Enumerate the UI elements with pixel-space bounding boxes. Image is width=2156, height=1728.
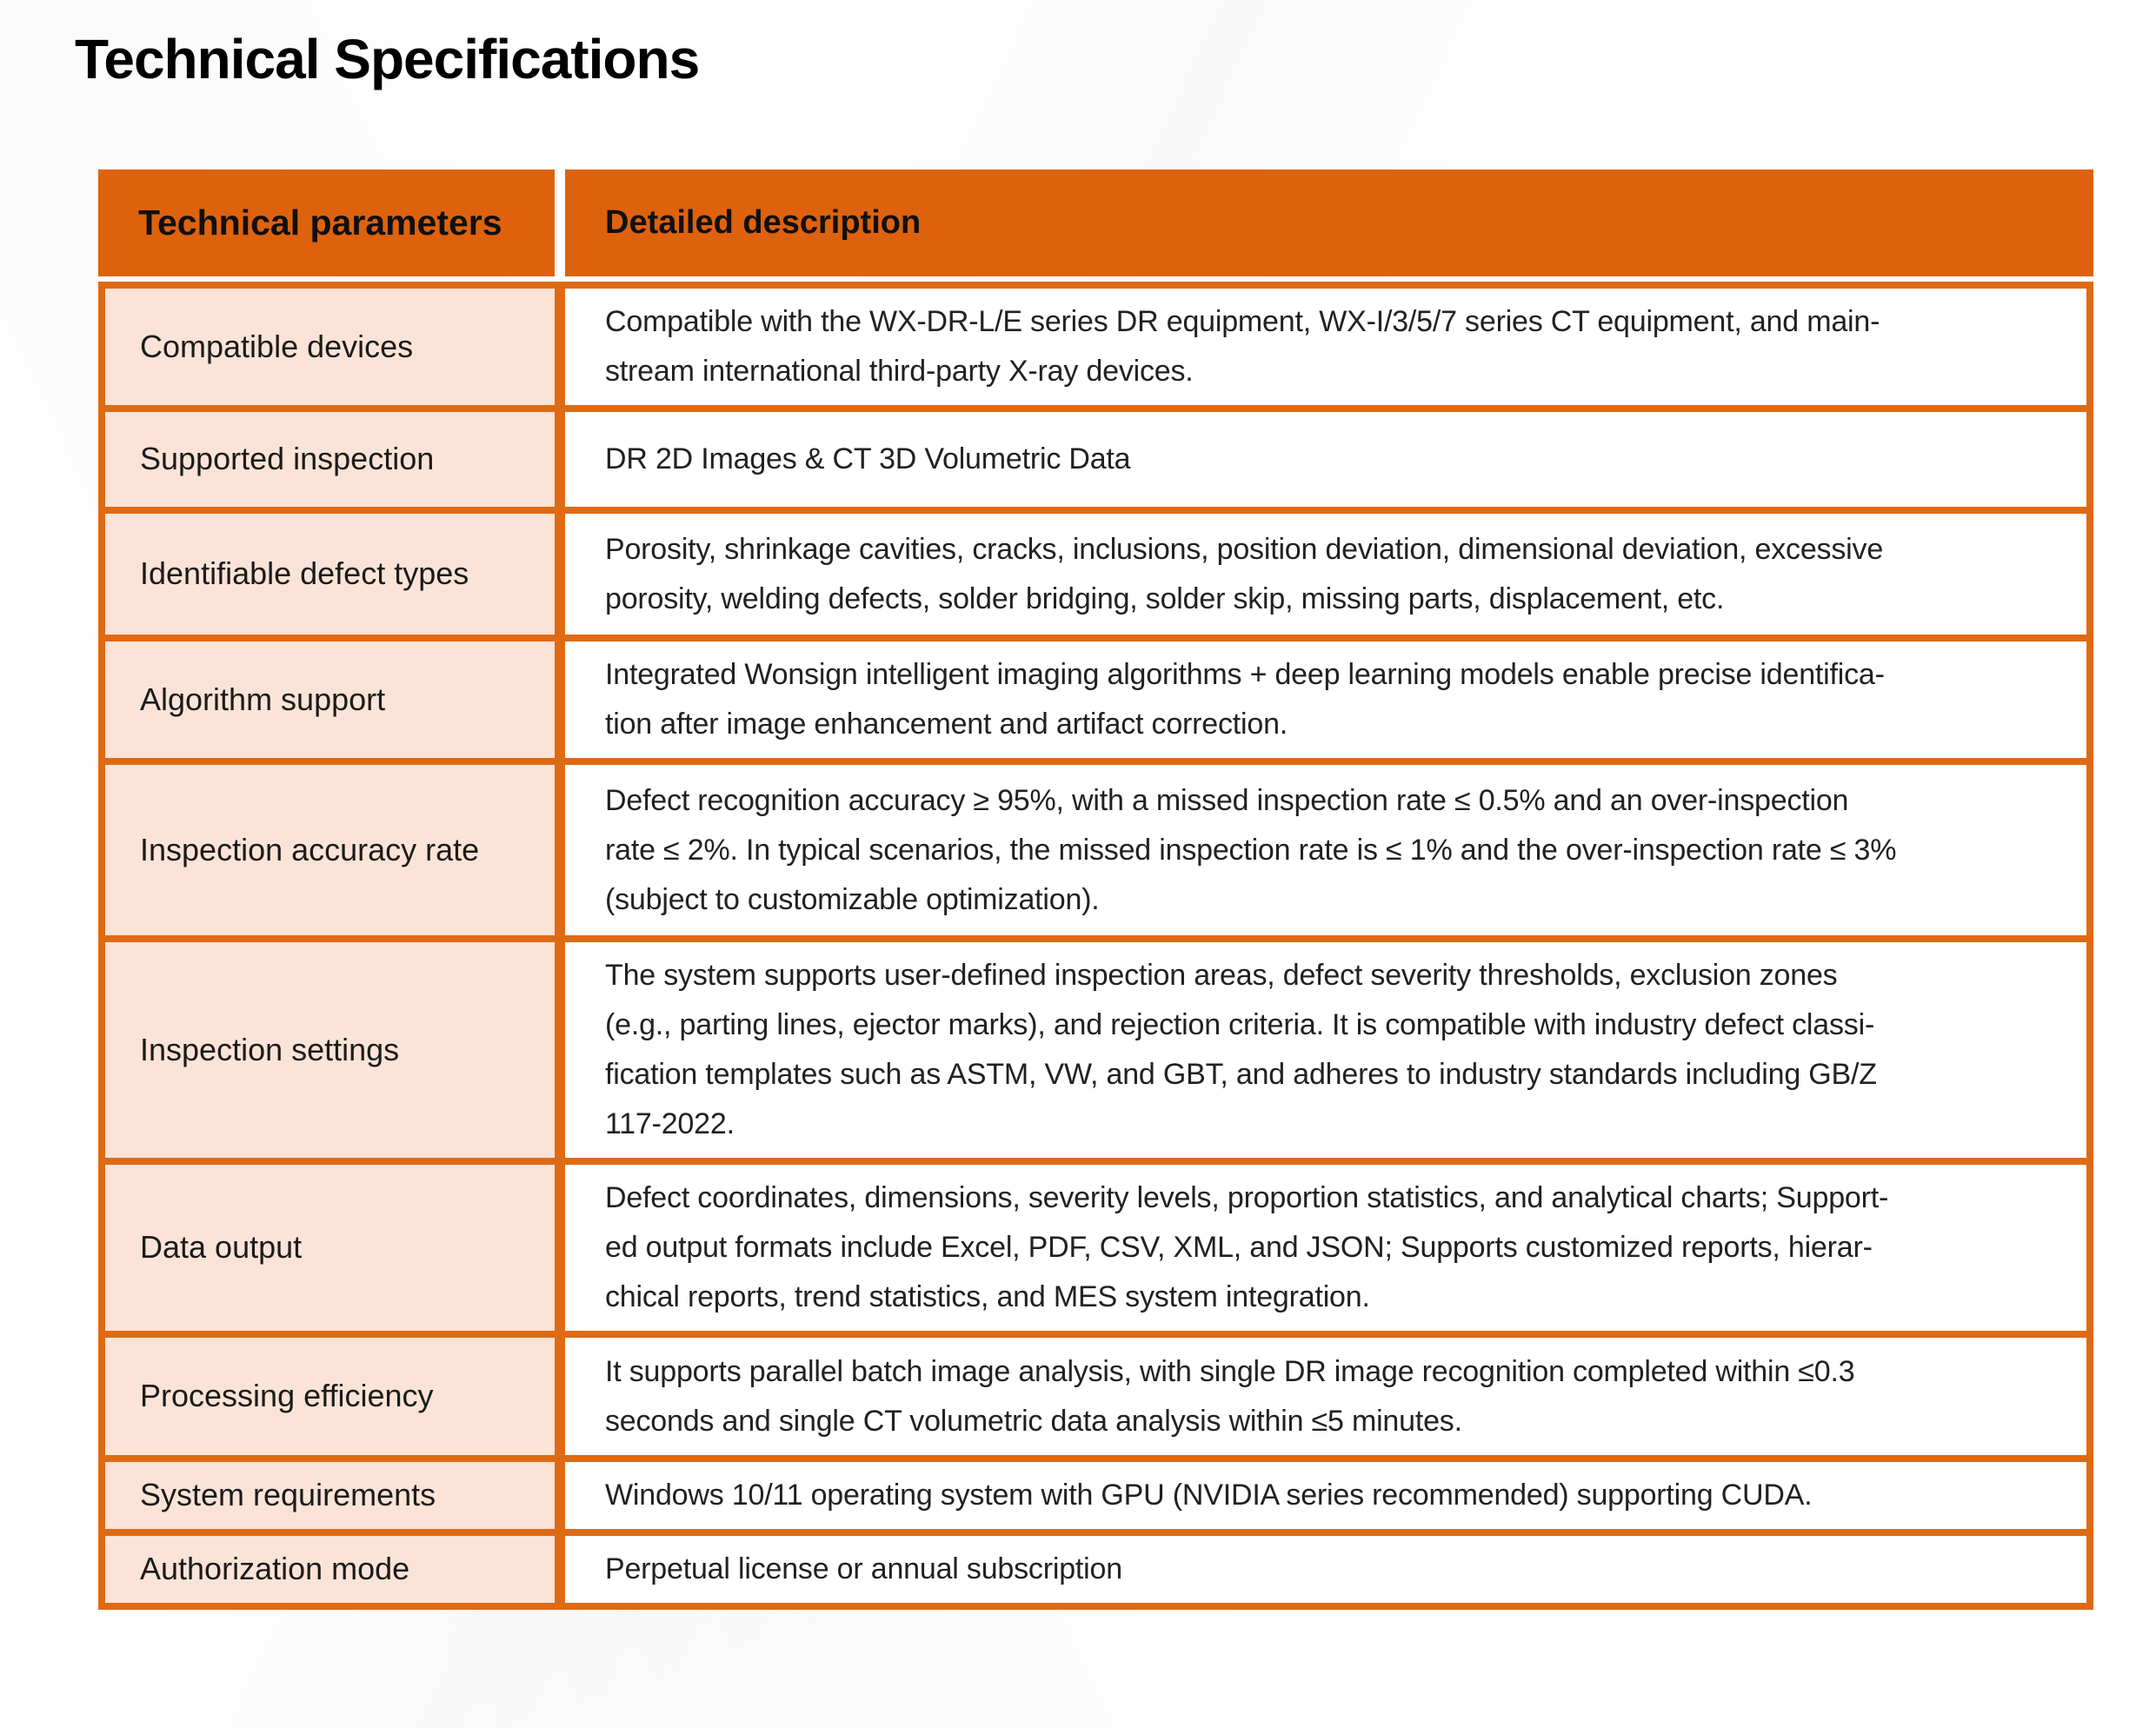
table-body: Compatible devices Compatible with the W…	[98, 282, 2093, 1610]
table-row: Data output Defect coordinates, dimensio…	[105, 1158, 2086, 1331]
param-cell: Inspection accuracy rate	[105, 765, 565, 935]
table-row: Inspection accuracy rate Defect recognit…	[105, 758, 2086, 935]
table-row: Supported inspection DR 2D Images & CT 3…	[105, 405, 2086, 507]
description-cell: Porosity, shrinkage cavities, cracks, in…	[605, 532, 1884, 615]
param-cell: Inspection settings	[105, 942, 565, 1158]
param-cell: System requirements	[105, 1462, 565, 1529]
table-row: Inspection settings The system supports …	[105, 935, 2086, 1158]
param-cell: Compatible devices	[105, 289, 565, 405]
description-cell: It supports parallel batch image analysi…	[605, 1354, 1855, 1438]
param-cell: Data output	[105, 1165, 565, 1331]
table-row: Compatible devices Compatible with the W…	[105, 289, 2086, 405]
table-row: Authorization mode Perpetual license or …	[105, 1529, 2086, 1603]
table-row: Identifiable defect types Porosity, shri…	[105, 507, 2086, 635]
description-cell: Compatible with the WX-DR-L/E series DR …	[605, 305, 1880, 388]
description-cell: The system supports user-defined inspect…	[605, 959, 1877, 1140]
page-title: Technical Specifications	[75, 28, 700, 90]
description-cell: Windows 10/11 operating system with GPU …	[605, 1479, 1813, 1512]
param-cell: Authorization mode	[105, 1536, 565, 1603]
table-header-row: Technical parameters Detailed descriptio…	[98, 169, 2093, 276]
spec-table: Technical parameters Detailed descriptio…	[98, 169, 2093, 1610]
param-cell: Algorithm support	[105, 641, 565, 758]
column-header-detailed-description: Detailed description	[565, 169, 2093, 276]
description-cell: Perpetual license or annual subscription	[605, 1552, 1122, 1585]
table-row: Processing efficiency It supports parall…	[105, 1331, 2086, 1455]
description-cell: Integrated Wonsign intelligent imaging a…	[605, 658, 1885, 741]
param-cell: Processing efficiency	[105, 1338, 565, 1455]
param-cell: Supported inspection	[105, 412, 565, 507]
description-cell: Defect coordinates, dimensions, severity…	[605, 1181, 1889, 1313]
column-header-technical-parameters: Technical parameters	[98, 169, 555, 276]
table-row: System requirements Windows 10/11 operat…	[105, 1455, 2086, 1529]
description-cell: Defect recognition accuracy ≥ 95%, with …	[605, 783, 1897, 916]
table-row: Algorithm support Integrated Wonsign int…	[105, 635, 2086, 758]
param-cell: Identifiable defect types	[105, 514, 565, 635]
description-cell: DR 2D Images & CT 3D Volumetric Data	[605, 442, 1131, 475]
